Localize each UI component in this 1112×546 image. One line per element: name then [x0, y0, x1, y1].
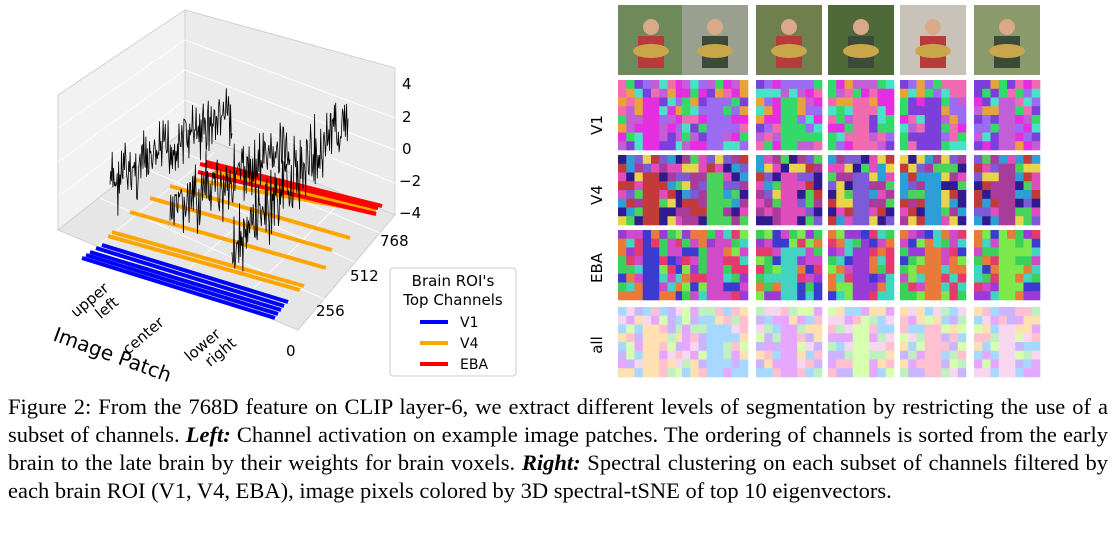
- caption-part: Spectral clustering on each subset of ch…: [8, 450, 1108, 503]
- segmentation-grid: V1 V4 EBA all: [588, 5, 1041, 378]
- segmentation-cell: [682, 155, 749, 226]
- photo-boy-holding-fish: [974, 5, 1040, 75]
- activation-trace-0: [109, 88, 233, 216]
- row-label-all: all: [588, 336, 606, 354]
- roi-channel-line: [169, 184, 351, 240]
- y-tick-label: 512: [350, 267, 379, 285]
- photo-boy-with-fishing-rod: [618, 5, 684, 75]
- roi-channel-line: [129, 210, 327, 270]
- segmentation-cell: [974, 307, 1041, 378]
- y-axis: 768 512 256 0: [286, 232, 409, 360]
- grid-cells: [618, 5, 1041, 378]
- roi-channel-line: [85, 253, 279, 316]
- row-label-v1: V1: [588, 115, 606, 135]
- activation-3d-plot: 4 2 0 −2 −4 768 512 256 0 upperleft cent…: [50, 9, 517, 387]
- caption-part: Channel activation on example image patc…: [8, 422, 1108, 475]
- roi-channel-line: [101, 243, 289, 304]
- roi-channel-line: [95, 246, 285, 308]
- photo-man-holding-carp: [828, 5, 894, 75]
- segmentation-cell: [618, 80, 685, 151]
- row-label-eba: EBA: [588, 252, 606, 283]
- segmentation-cell: [828, 155, 895, 226]
- segmentation-cell: [974, 230, 1041, 301]
- roi-channel-line: [107, 234, 301, 292]
- photo-man-holding-fish: [756, 5, 822, 75]
- segmentation-cell: [900, 230, 967, 301]
- caption-left-label: Left:: [185, 422, 231, 447]
- legend-label: EBA: [460, 357, 488, 373]
- y-tick-label: 768: [380, 232, 409, 250]
- caption-part: Figure 2: From the 768D feature on CLIP …: [8, 394, 1108, 447]
- roi-channel-line: [89, 250, 282, 312]
- legend: Brain ROI's Top Channels V1 V4 EBA: [389, 267, 517, 377]
- segmentation-cell: [974, 80, 1041, 151]
- segmentation-cell: [900, 307, 967, 378]
- x-tick-label: lowerright: [181, 321, 240, 378]
- segmentation-cell: [682, 230, 749, 301]
- segmentation-cell: [682, 80, 749, 151]
- segmentation-cell: [756, 80, 823, 151]
- legend-title: Brain ROI's: [412, 272, 495, 290]
- z-tick-label: 0: [402, 140, 412, 158]
- z-axis: 4 2 0 −2 −4: [399, 75, 421, 222]
- z-tick-label: −4: [399, 204, 421, 222]
- photo-fish-in-net: [682, 5, 748, 75]
- activation-traces: [109, 88, 349, 272]
- legend-label: V1: [460, 315, 478, 331]
- segmentation-cell: [756, 307, 823, 378]
- legend-title: Top Channels: [402, 291, 503, 309]
- z-tick-label: 4: [402, 75, 412, 93]
- activation-trace-1: [169, 122, 291, 234]
- segmentation-cell: [828, 307, 895, 378]
- z-tick-label: 2: [402, 108, 412, 126]
- z-tick-label: −2: [399, 172, 421, 190]
- roi-channel-line: [205, 160, 383, 208]
- segmentation-cell: [828, 80, 895, 151]
- y-tick-label: 256: [316, 302, 345, 320]
- figure: 4 2 0 −2 −4 768 512 256 0 upperleft cent…: [50, 5, 1041, 387]
- segmentation-cell: [756, 230, 823, 301]
- segmentation-cell: [756, 155, 823, 226]
- segmentation-cell: [900, 80, 967, 151]
- segmentation-cell: [618, 230, 685, 301]
- activation-trace-2: [231, 102, 349, 272]
- segmentation-cell: [682, 307, 749, 378]
- segmentation-cell: [900, 155, 967, 226]
- y-tick-label: 0: [286, 342, 296, 360]
- roi-channel-line: [81, 256, 276, 320]
- roi-channel-line: [149, 196, 333, 252]
- segmentation-cell: [974, 155, 1041, 226]
- photo-hands-with-shrimp: [900, 5, 966, 75]
- segmentation-cell: [618, 155, 685, 226]
- figure-caption: Figure 2: From the 768D feature on CLIP …: [8, 393, 1108, 505]
- roi-channel-line: [111, 230, 305, 288]
- segmentation-cell: [618, 307, 685, 378]
- row-label-v4: V4: [588, 185, 606, 205]
- row-labels: V1 V4 EBA all: [588, 115, 606, 354]
- x-tick-label: upperleft: [67, 278, 124, 334]
- legend-label: V4: [460, 336, 479, 352]
- segmentation-cell: [828, 230, 895, 301]
- caption-right-label: Right:: [521, 450, 581, 475]
